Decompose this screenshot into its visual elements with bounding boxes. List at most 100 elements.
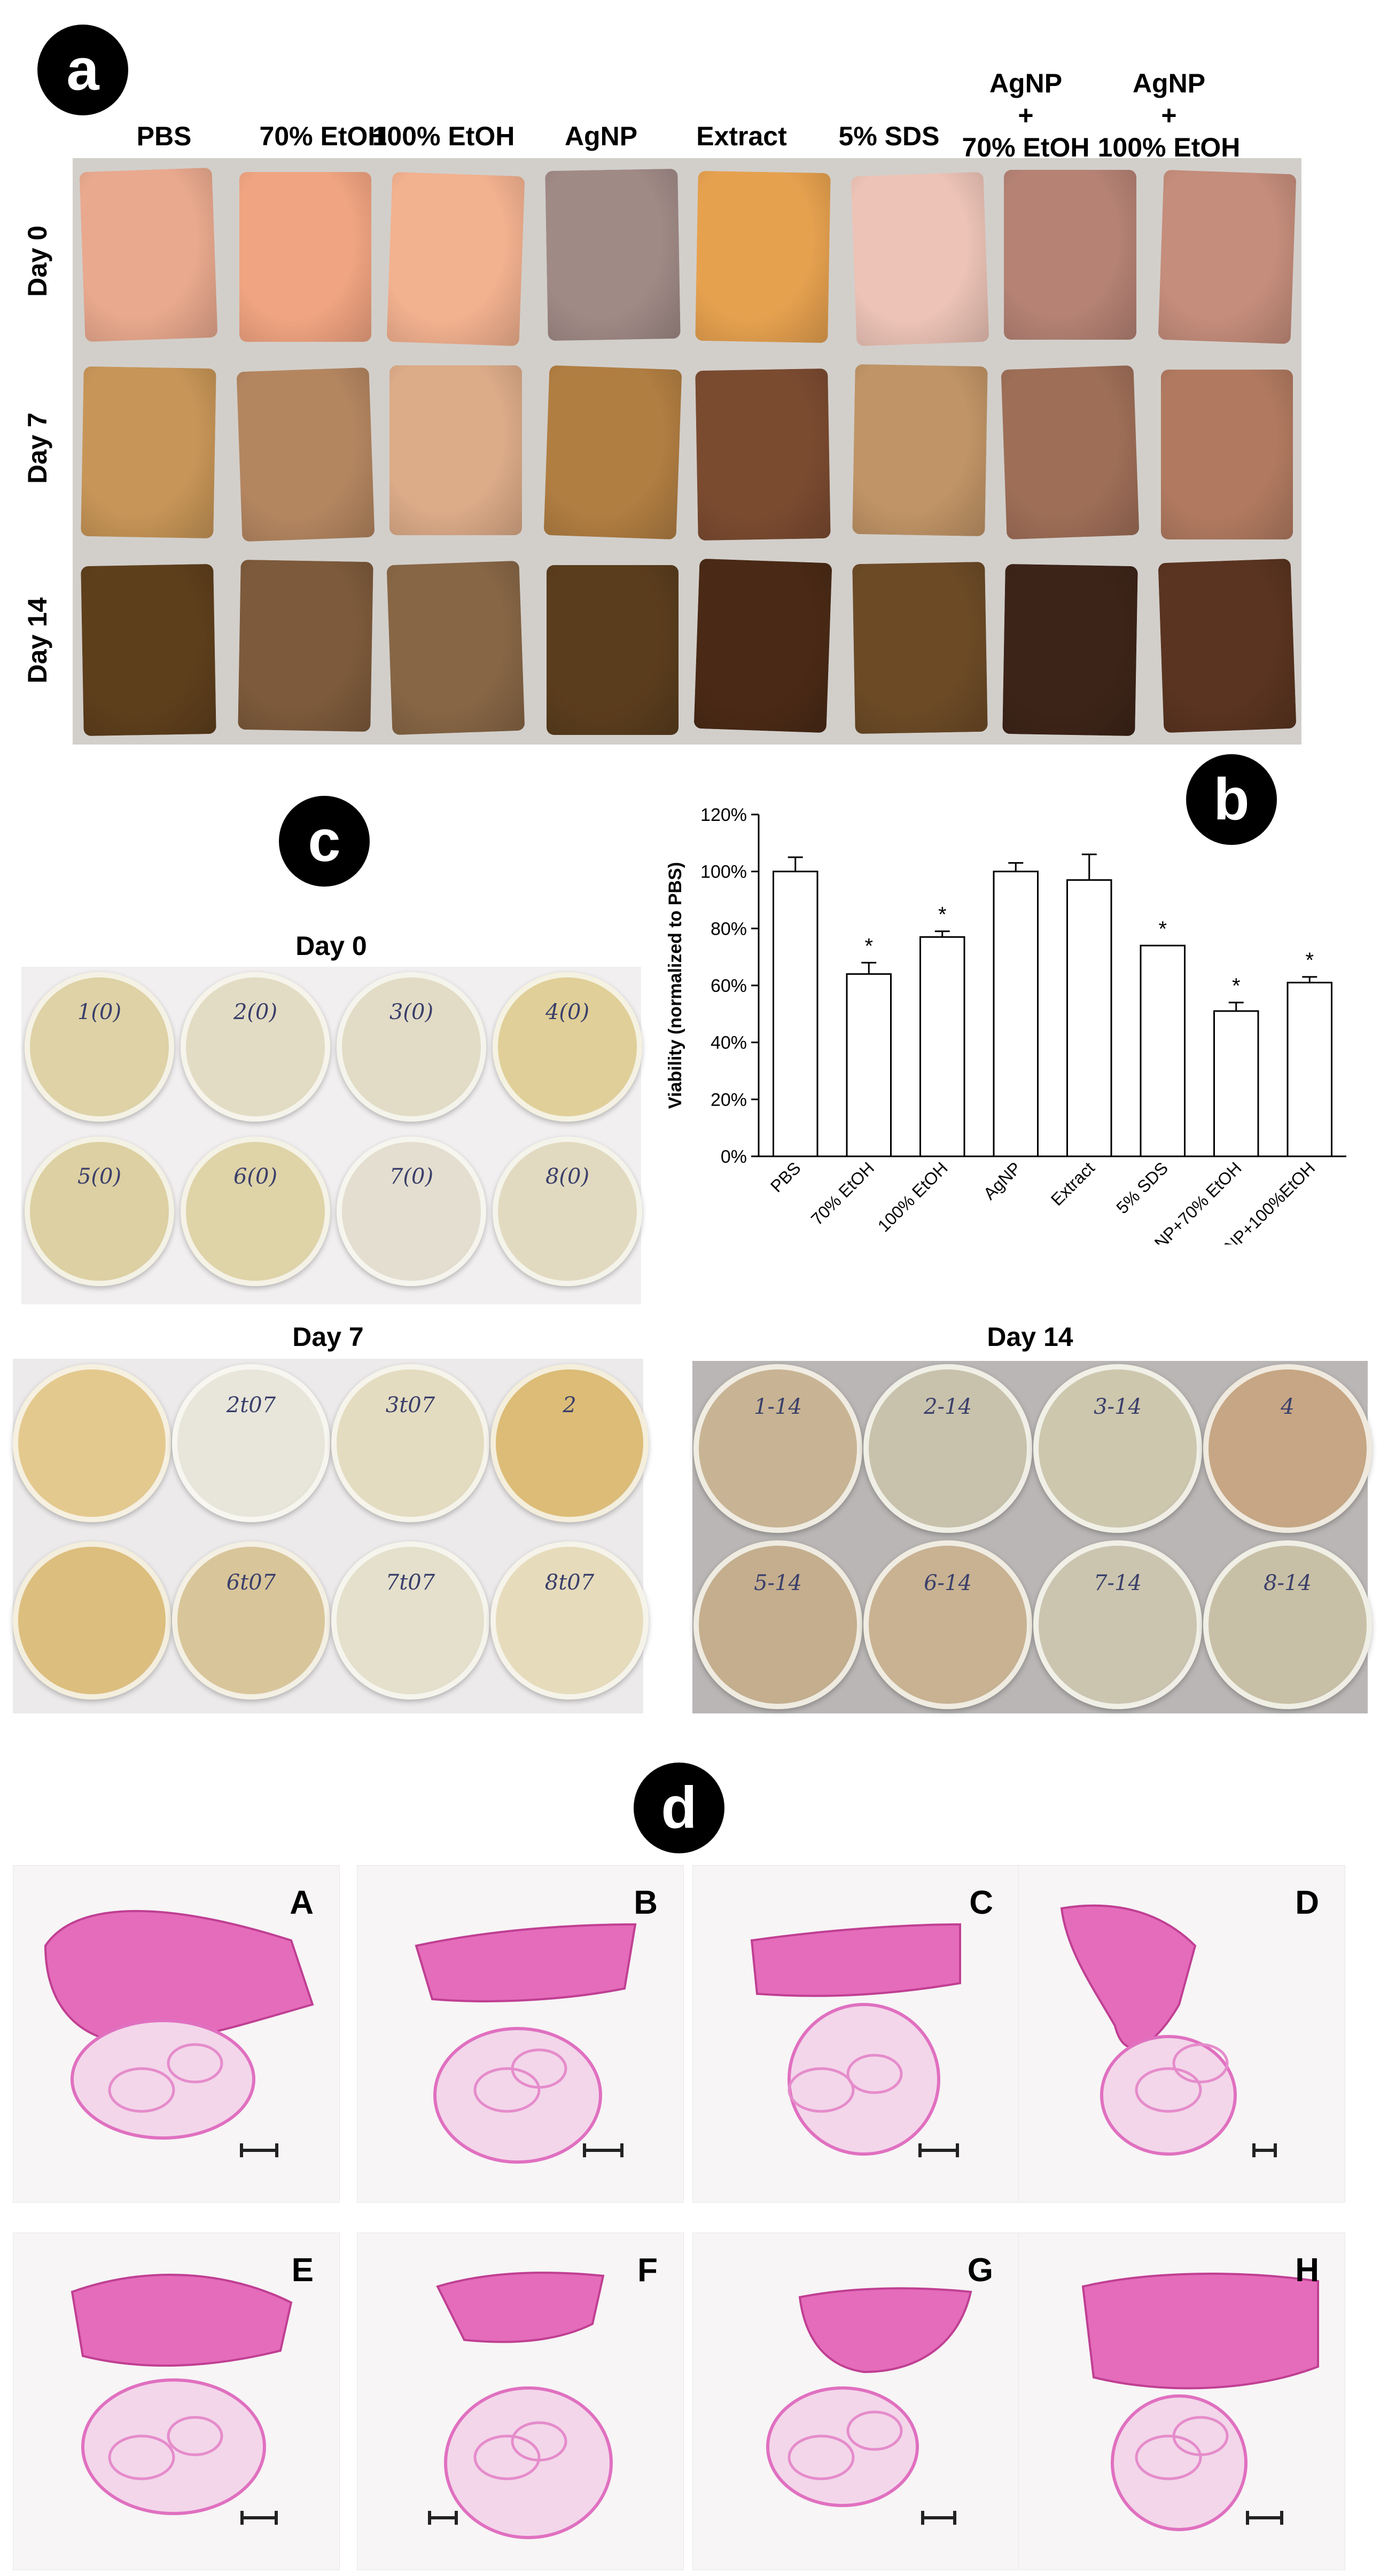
petri-plate: 2t07 (172, 1364, 330, 1522)
scale-bar (240, 2511, 278, 2525)
panel-c-badge: c (279, 796, 370, 887)
significance-marker: * (1158, 917, 1167, 941)
petri-plate (13, 1364, 171, 1522)
panel-a-skin-grid (73, 158, 1301, 745)
bar (773, 871, 818, 1157)
column-header-2: 70% EtOH (259, 121, 387, 151)
histology-section-d: D (1018, 1865, 1345, 2203)
skin-sample-tile (79, 167, 217, 342)
row-label-3: Day 14 (22, 597, 52, 684)
skin-sample-tile (1160, 370, 1293, 539)
row-label-1: Day 0 (22, 225, 52, 297)
petri-plate: 6(0) (181, 1137, 330, 1286)
significance-marker: * (938, 903, 947, 927)
x-tick-label: PBS (767, 1158, 805, 1196)
petri-plate (13, 1541, 171, 1700)
section-letter: H (1295, 2252, 1319, 2289)
histology-section-h: H (1018, 2233, 1345, 2570)
histology-section-f: F (357, 2233, 684, 2570)
day7-plates-title: Day 7 (292, 1322, 364, 1352)
plate-label: 8-14 (1264, 1571, 1312, 1596)
y-tick-label: 60% (711, 976, 747, 996)
plate-label: 3-14 (1094, 1395, 1142, 1420)
skin-sample-tile (236, 367, 375, 542)
histology-section-g: G (692, 2233, 1019, 2570)
skin-sample-tile (386, 560, 525, 735)
viability-chart: 0% 20% 40% 60% 80% 100% 120% Viability (normali… (665, 805, 1346, 1244)
skin-sample-tile (239, 172, 371, 342)
significance-marker: * (1305, 949, 1314, 972)
bar (1213, 1010, 1259, 1157)
skin-sample-tile (1158, 558, 1296, 733)
skin-sample-tile (1158, 169, 1296, 344)
x-tick-label: AgNP (980, 1158, 1025, 1203)
significance-marker: * (1232, 974, 1241, 998)
histology-section-a: A (13, 1865, 340, 2203)
plate-label: 7-14 (1094, 1571, 1142, 1596)
petri-plate: 4(0) (493, 972, 642, 1122)
skin-sample-tile (1004, 170, 1136, 340)
plate-label: 6-14 (924, 1571, 972, 1596)
bar (846, 973, 892, 1157)
panel-d-badge: d (634, 1763, 724, 1853)
y-tick-label: 120% (700, 805, 747, 825)
petri-plate: 6-14 (863, 1540, 1032, 1709)
skin-sample-tile (695, 368, 831, 541)
y-tick-label: 0% (721, 1147, 747, 1167)
histology-section-c: C (692, 1865, 1019, 2203)
tissue-section (44, 1910, 314, 2140)
row-label-2: Day 7 (22, 412, 52, 484)
day0-plates-photo: 1(0) 2(0) 3(0) 4(0) 5(0) 6(0) 7(0) 8(0) (21, 967, 642, 1304)
plate-label: 8t07 (544, 1570, 595, 1595)
skin-sample-tile (852, 364, 987, 537)
plate-label: 6t07 (226, 1570, 276, 1595)
skin-sample-tile (1002, 563, 1138, 737)
plate-label: 1(0) (77, 999, 122, 1024)
petri-plate: 3t07 (331, 1364, 489, 1522)
plate-label: 7(0) (389, 1164, 434, 1189)
tissue-section (1060, 1904, 1237, 2156)
tissue-section (1081, 2273, 1319, 2531)
plate-label: 6(0) (233, 1164, 278, 1189)
day0-plates-title: Day 0 (295, 931, 367, 961)
petri-plate: 3(0) (337, 972, 486, 1122)
petri-plate: 4 (1203, 1364, 1372, 1533)
plate-label: 2 (563, 1393, 576, 1418)
tissue-section (415, 1923, 637, 2164)
plate-label: 2(0) (233, 999, 278, 1024)
column-header-4: AgNP (564, 121, 638, 151)
section-letter: F (637, 2252, 658, 2289)
x-tick-label: Extract (1047, 1158, 1098, 1209)
scale-bar (240, 2143, 278, 2157)
scale-bar (1252, 2143, 1277, 2157)
y-tick-label: 20% (711, 1090, 747, 1110)
section-letter: B (634, 1884, 658, 1921)
petri-plate: 8-14 (1203, 1540, 1372, 1709)
petri-plate: 5-14 (693, 1540, 862, 1709)
petri-plate: 7(0) (337, 1137, 486, 1286)
section-letter: C (969, 1884, 993, 1921)
column-header-8: AgNP +100% EtOH (1097, 68, 1241, 162)
skin-sample-tile (546, 565, 679, 735)
histology-section-b: B (357, 1865, 684, 2203)
tissue-section (71, 2273, 293, 2515)
x-tick-label: 70% EtOH (807, 1158, 878, 1228)
petri-plate: 1-14 (693, 1364, 862, 1533)
plate-label: 1-14 (754, 1395, 802, 1420)
petri-plate: 8(0) (493, 1137, 642, 1286)
day7-plates-photo: 2t07 3t07 2 6t07 7t07 8t07 (13, 1359, 649, 1713)
plate-label: 5(0) (77, 1164, 122, 1189)
petri-plate: 2-14 (863, 1364, 1032, 1533)
bar (993, 871, 1039, 1157)
bar (919, 936, 965, 1157)
section-letter: D (1295, 1884, 1319, 1921)
column-header-5: Extract (696, 121, 787, 151)
skin-sample-tile (851, 171, 989, 347)
petri-plate: 6t07 (172, 1541, 330, 1700)
plate-label: 7t07 (385, 1570, 435, 1595)
y-axis-label: Viability (normalized to PBS) (665, 862, 685, 1109)
panel-b-badge: b (1186, 754, 1277, 845)
petri-plate: 7t07 (331, 1541, 489, 1700)
skin-sample-tile (695, 170, 831, 343)
day14-plates-photo: 1-14 2-14 3-14 4 5-14 6-14 7-14 8-14 (692, 1361, 1372, 1713)
